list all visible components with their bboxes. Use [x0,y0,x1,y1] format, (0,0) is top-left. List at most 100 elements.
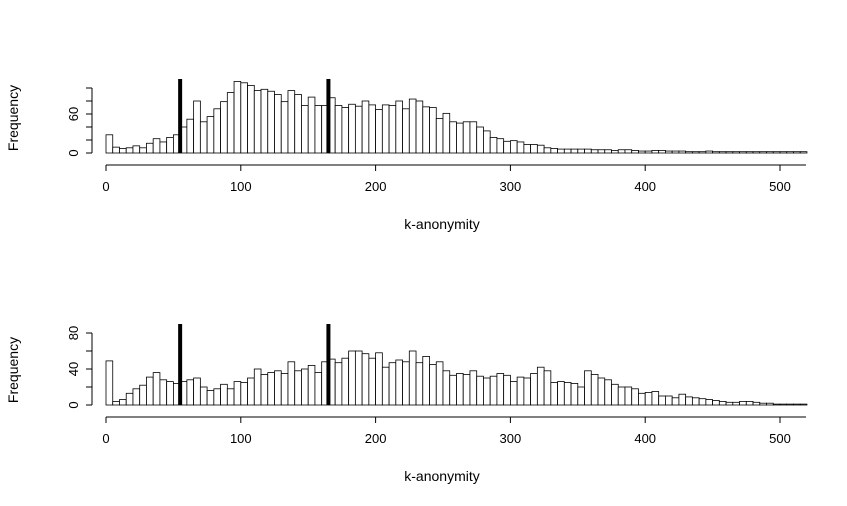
top-histogram-bar [429,107,437,154]
bottom-histogram-bar [543,370,552,406]
bottom-histogram-bar [705,399,713,406]
top-histogram-bar [759,151,767,154]
top-histogram-bar [691,151,700,154]
top-histogram-bar [260,88,269,154]
bottom-y-tick-label: 40 [66,362,81,376]
top-histogram-bar [220,101,228,154]
bottom-x-tick-label: 300 [500,431,522,446]
top-x-tick-label: 500 [769,179,791,194]
top-histogram-bar [105,134,114,154]
top-histogram-bar [489,136,498,154]
bottom-histogram-bar [712,400,720,406]
top-histogram-bar [314,105,323,154]
top-histogram-bar [543,147,552,154]
top-histogram-bar [422,106,430,154]
bottom-histogram-bar [772,403,781,406]
bottom-histogram-bar [678,393,687,406]
bottom-x-axis-label: k-anonymity [404,468,479,484]
bottom-histogram-bar [395,359,403,406]
top-histogram-bar [678,150,687,154]
top-histogram-bar [280,101,289,154]
bottom-histogram-bar [253,368,262,406]
top-histogram-bar [530,144,538,154]
bottom-histogram-bar [354,350,363,406]
top-histogram-bar [294,94,302,154]
bottom-histogram-bar [105,360,114,406]
top-histogram-bar [139,147,147,154]
bottom-histogram-bar [381,366,390,406]
bottom-histogram-bar [793,403,801,406]
bottom-histogram-bar [429,364,437,406]
top-histogram-bar [402,108,410,154]
top-histogram-bar [718,151,727,154]
top-histogram-bar [368,104,376,154]
top-x-tick-label: 400 [634,179,656,194]
top-histogram-bar [388,105,397,154]
bottom-histogram-bar [287,361,296,406]
top-histogram-bar [132,145,141,154]
bottom-histogram-bar [341,357,350,406]
bottom-histogram-bar [435,361,444,406]
bottom-histogram-bar [786,403,794,406]
top-histogram-bar [415,100,424,154]
bottom-histogram-bar [233,381,242,406]
top-histogram-bar [125,147,134,154]
bottom-histogram-bar [732,401,740,406]
bottom-x-tick-label: 100 [230,431,252,446]
bottom-histogram-bar [334,362,343,406]
top-histogram-bar [786,151,794,154]
bottom-histogram-bar [651,391,660,406]
bottom-histogram-bar [159,379,168,406]
top-histogram-bar [483,130,491,154]
bottom-histogram-bar [516,376,525,406]
top-histogram-bar [476,126,484,154]
top-x-tick-label: 0 [102,179,109,194]
top-histogram-bar [611,149,619,154]
top-histogram-bar [563,148,572,154]
top-histogram-bar [705,150,713,154]
top-histogram-bar [119,148,127,154]
bottom-histogram-bar [584,370,592,406]
top-histogram-bar [658,149,666,154]
bottom-histogram-bar [402,361,410,406]
top-histogram-bar [523,144,532,154]
bottom-histogram-bar [375,352,383,406]
top-histogram-bar [732,151,740,154]
top-histogram-bar [186,118,195,154]
top-y-tick-label: 0 [66,149,81,156]
top-histogram-bar [712,151,720,154]
top-histogram-bar [665,150,673,154]
top-histogram-bar [624,149,633,154]
bottom-histogram-bar [739,400,747,406]
top-histogram-bar [435,118,444,154]
bottom-histogram-bar [577,386,585,406]
bottom-histogram-panel: Frequency k-anonymity 0 40 80 0 100 200 300 400… [5,324,808,484]
bottom-histogram-bar [624,386,633,406]
top-histogram-bar [503,140,511,154]
bottom-histogram-bar [570,382,579,406]
top-histogram-bar [442,112,451,154]
bottom-histogram-bar [489,375,498,406]
top-histogram-bar [449,121,457,154]
top-histogram-bar [651,149,660,154]
top-histogram-bar [206,116,215,154]
top-histogram-bar [590,149,599,154]
top-x-tick-label: 200 [365,179,387,194]
bottom-histogram-bar [638,392,646,406]
top-histogram-bar [577,148,585,154]
bottom-histogram-bar [348,350,356,406]
top-histogram-bar [638,150,646,154]
top-histogram-bar [752,151,761,154]
bottom-histogram-bar [617,386,626,406]
top-histogram-bar [725,151,734,154]
top-histogram-bar [617,149,626,154]
top-histogram-bar [557,148,565,154]
top-histogram-bar [469,121,478,154]
top-histogram-panel: Frequency k-anonymity 0 60 0 100 200 300 400 50… [5,79,808,232]
bottom-histogram-bar [658,395,666,406]
top-histogram-bar [159,141,168,154]
top-histogram-bar [779,151,788,154]
bottom-histogram-bar [590,373,599,406]
bottom-histogram-bar [152,372,161,406]
